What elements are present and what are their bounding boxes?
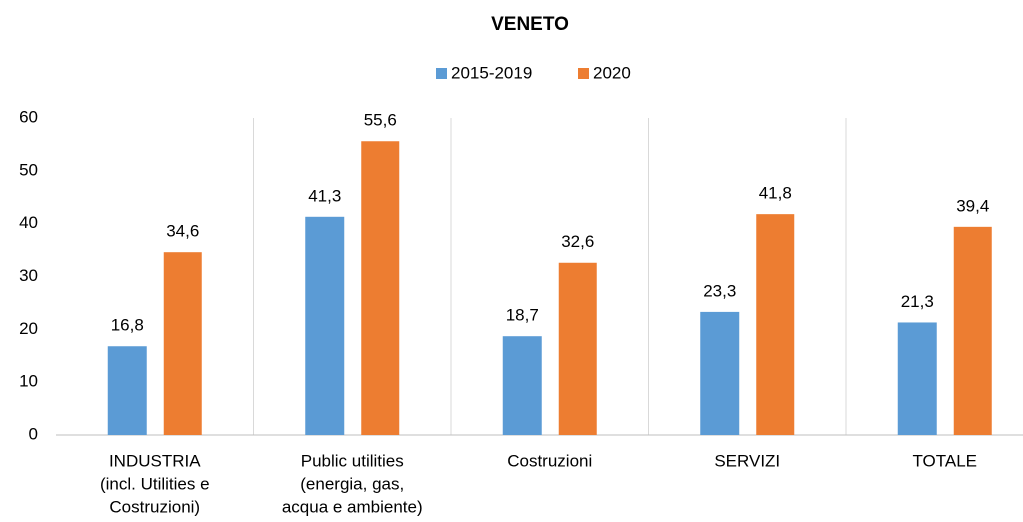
x-tick-label: Public utilities (301, 451, 404, 470)
y-tick-label: 50 (19, 160, 38, 179)
bar (107, 346, 147, 435)
data-label: 16,8 (111, 316, 144, 335)
x-tick-label: Costruzioni) (109, 497, 200, 516)
chart-title: VENETO (491, 14, 569, 35)
bar (305, 216, 345, 435)
bar (163, 252, 202, 435)
bar (953, 226, 992, 435)
data-label: 34,6 (166, 222, 199, 241)
bar (897, 322, 937, 435)
bar (502, 336, 542, 435)
data-label: 55,6 (364, 111, 397, 130)
x-tick-label: Costruzioni (507, 451, 592, 470)
data-label: 21,3 (901, 292, 934, 311)
legend-label: 2020 (593, 63, 631, 82)
x-tick-label: (energia, gas, (300, 474, 404, 493)
x-tick-label: INDUSTRIA (109, 451, 201, 470)
bar (558, 262, 597, 435)
y-tick-label: 20 (19, 319, 38, 338)
y-tick-label: 40 (19, 213, 38, 232)
data-label: 23,3 (703, 281, 736, 300)
y-tick-label: 0 (29, 424, 38, 443)
x-tick-label: SERVIZI (714, 451, 780, 470)
x-tick-label: acqua e ambiente) (282, 497, 423, 516)
y-tick-label: 60 (19, 107, 38, 126)
bar (756, 214, 795, 435)
data-label: 41,3 (308, 186, 341, 205)
data-label: 18,7 (506, 306, 539, 325)
legend-label: 2015-2019 (451, 63, 532, 82)
x-tick-label: (incl. Utilities e (100, 474, 210, 493)
legend-swatch (436, 68, 447, 79)
legend-swatch (578, 68, 589, 79)
data-label: 39,4 (956, 196, 989, 215)
y-tick-label: 30 (19, 266, 38, 285)
bar (700, 311, 740, 435)
bar (361, 141, 400, 435)
data-label: 41,8 (759, 184, 792, 203)
y-tick-label: 10 (19, 372, 38, 391)
data-label: 32,6 (561, 232, 594, 251)
x-tick-label: TOTALE (912, 451, 977, 470)
